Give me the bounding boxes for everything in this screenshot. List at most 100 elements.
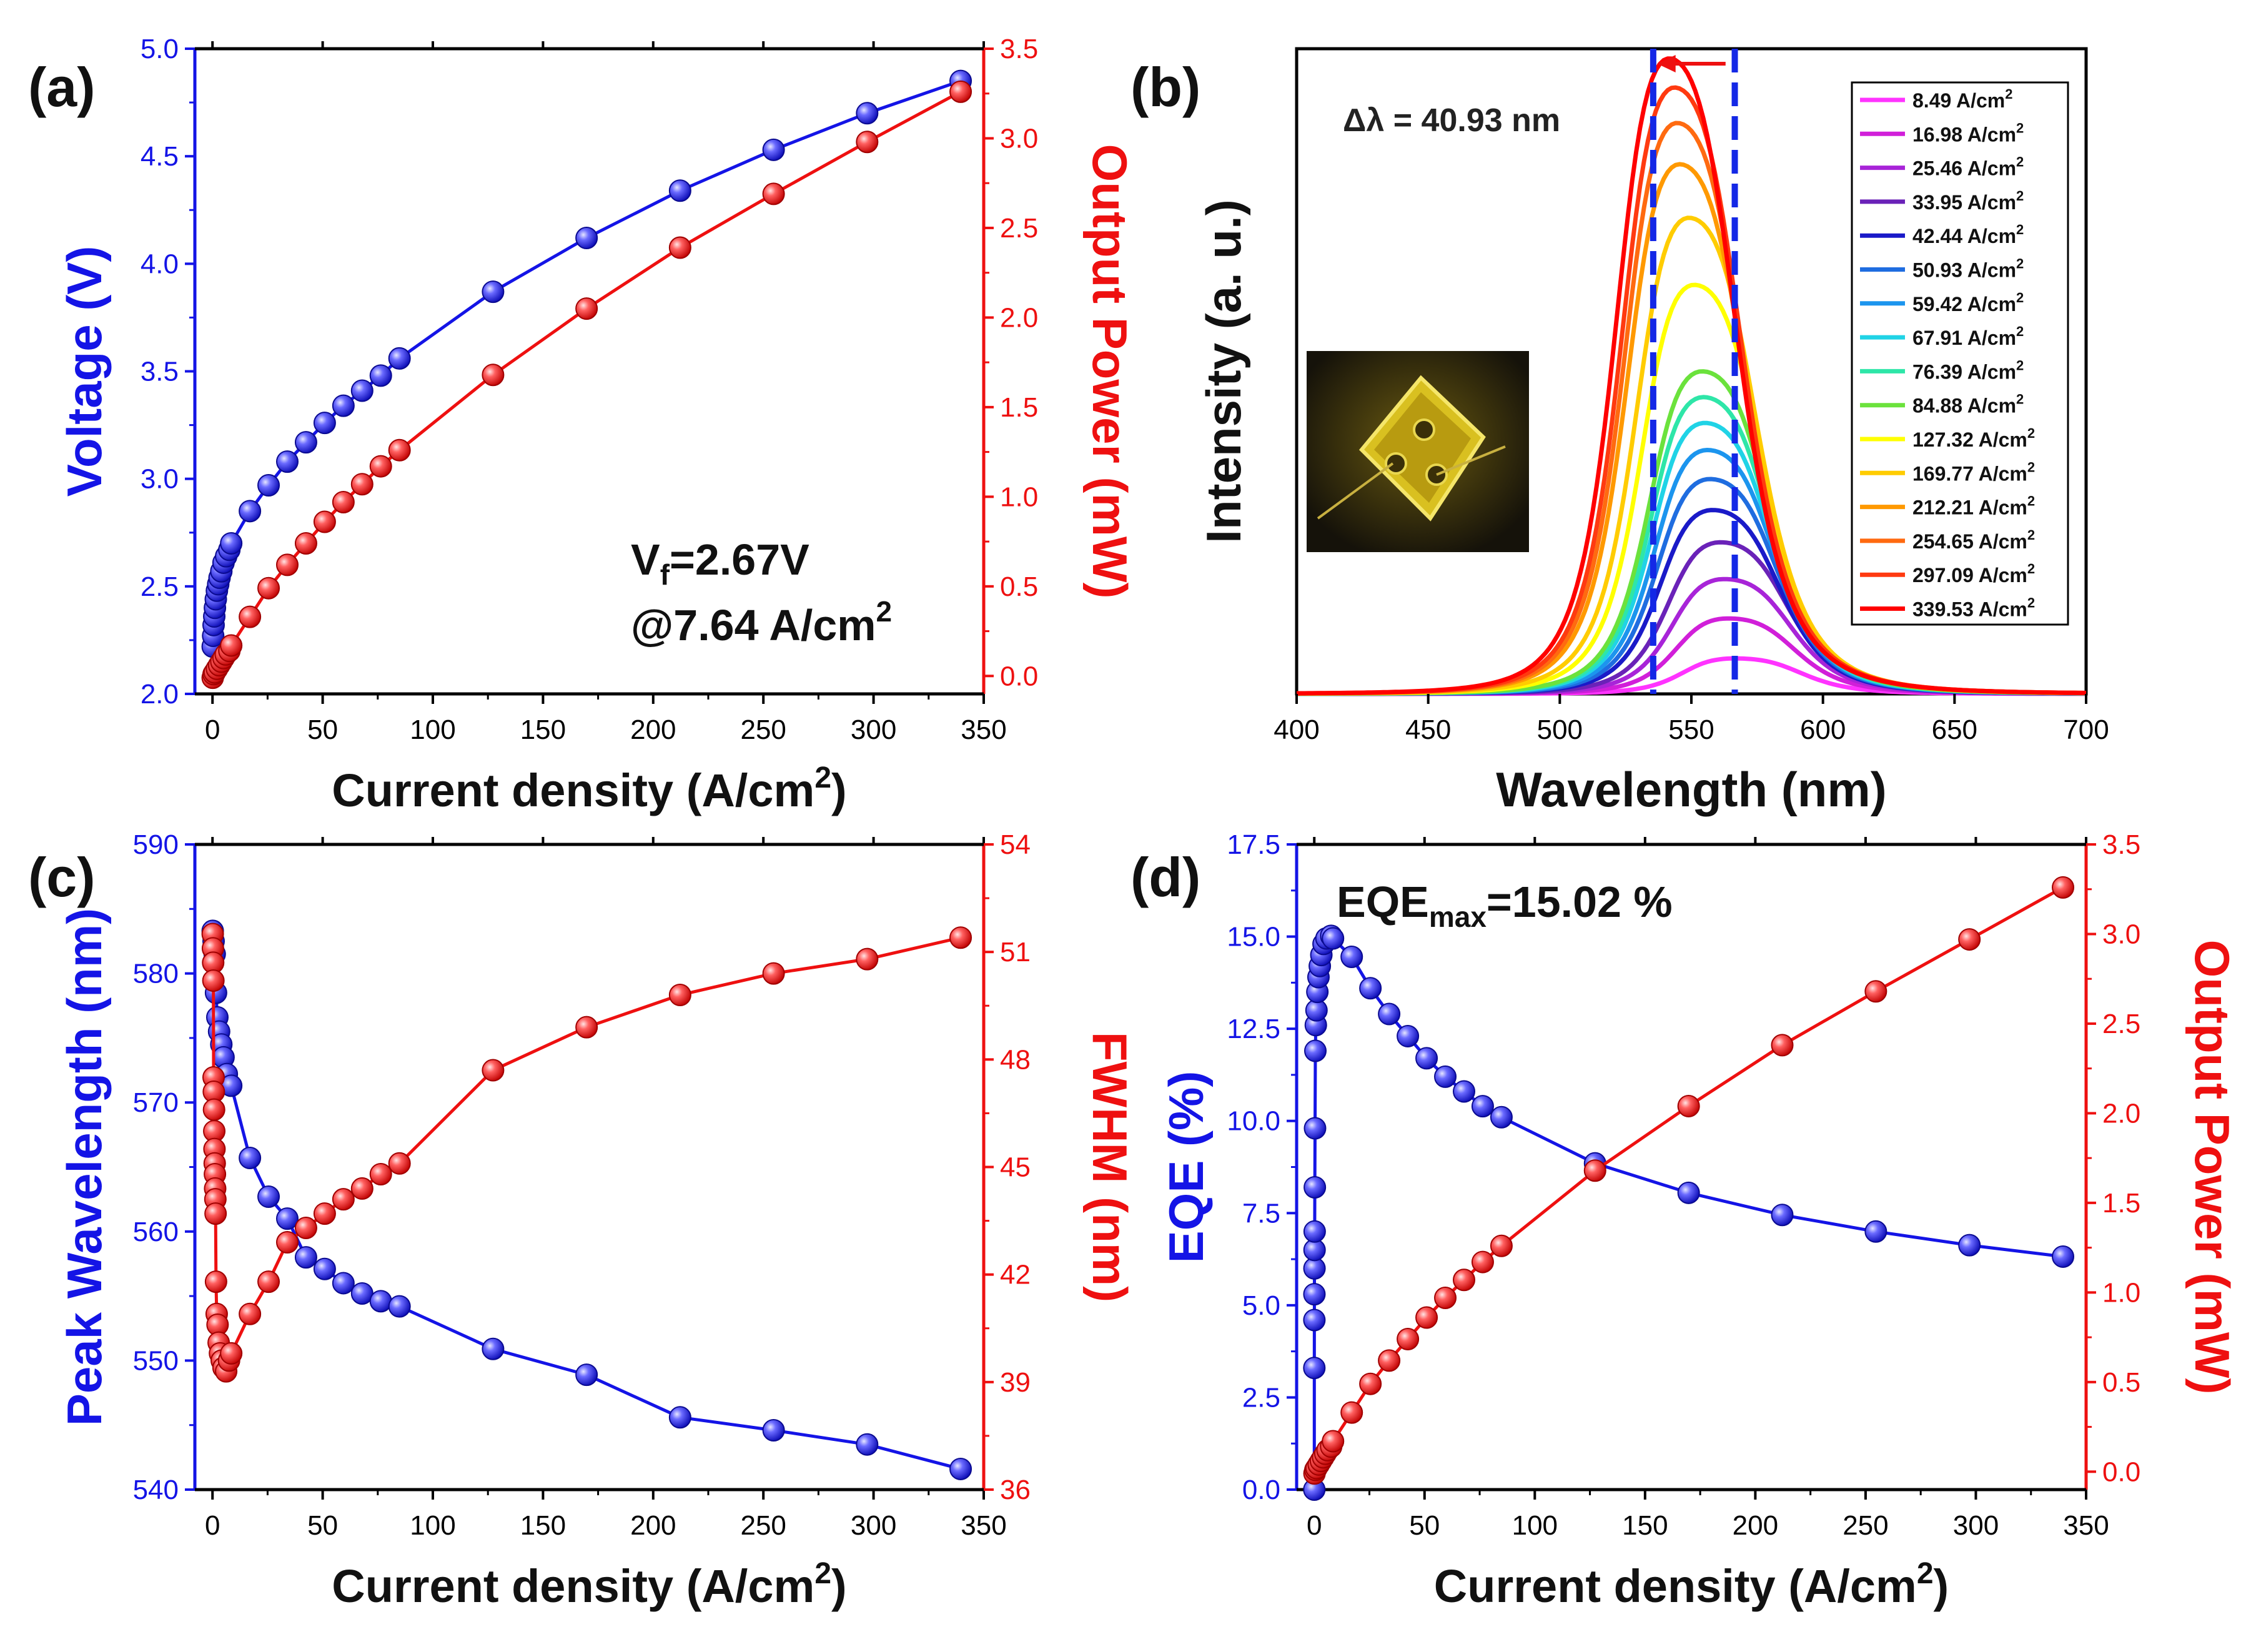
- legend-entry: 33.95 A/cm2: [1912, 188, 2024, 214]
- red-data-point: [1677, 1094, 1700, 1117]
- y2-tick-label: 45: [1000, 1152, 1031, 1183]
- red-data-point: [350, 1177, 374, 1200]
- red-data-point: [575, 297, 598, 320]
- y-tick-label: 12.5: [1227, 1014, 1280, 1044]
- blue-series-line: [211, 931, 961, 1471]
- red-data-point: [275, 553, 299, 576]
- x-tick-label: 200: [630, 1510, 676, 1541]
- blue-data-point: [350, 379, 374, 402]
- legend-entry: 297.09 A/cm2: [1912, 561, 2035, 586]
- y2-tick-label: 3.0: [1000, 123, 1038, 154]
- blue-data-point: [1397, 1024, 1420, 1047]
- blue-data-point: [575, 1363, 598, 1387]
- y-axis-label: EQE (%): [1159, 1071, 1214, 1264]
- y-tick-label: 0.0: [1242, 1475, 1280, 1505]
- blue-data-point: [294, 431, 317, 454]
- blue-data-point: [1434, 1065, 1457, 1088]
- legend-entry: 127.32 A/cm2: [1912, 425, 2035, 451]
- y-tick-label: 560: [133, 1217, 179, 1247]
- blue-data-point: [1864, 1220, 1887, 1243]
- blue-data-point: [1359, 977, 1382, 1000]
- y-tick-label: 10.0: [1227, 1106, 1280, 1137]
- red-data-point: [856, 131, 879, 154]
- blue-data-point: [1453, 1080, 1476, 1103]
- blue-data-point: [332, 1272, 355, 1295]
- y2-tick-label: 51: [1000, 937, 1031, 967]
- red-data-point: [482, 1059, 505, 1082]
- x-tick-label: 0: [205, 715, 220, 745]
- y2-axis-label: Output Power (mW): [1082, 144, 1137, 599]
- red-data-point: [856, 947, 879, 971]
- panel-b: (b) 400 450 500 550 600 650 700 Wavelength (nm) I…: [1130, 47, 2109, 817]
- y-tick-label: 540: [133, 1475, 179, 1505]
- blue-data-point: [350, 1282, 374, 1305]
- x-tick-label: 0: [1307, 1510, 1322, 1541]
- blue-data-point: [257, 1185, 280, 1209]
- y-axis-label: Intensity (a. u.): [1196, 199, 1251, 543]
- x-tick-label: 300: [851, 715, 896, 745]
- blue-data-point: [856, 1433, 879, 1456]
- red-data-point: [369, 455, 392, 478]
- panel-label: (b): [1130, 56, 1200, 118]
- blue-data-point: [1304, 1039, 1327, 1062]
- blue-data-point: [275, 450, 299, 473]
- red-data-point: [313, 510, 336, 533]
- blue-data-point: [275, 1207, 299, 1230]
- panel-label: (c): [28, 846, 96, 908]
- blue-data-point: [1304, 1117, 1327, 1140]
- blue-data-point: [949, 1457, 972, 1480]
- blue-data-point: [2052, 1245, 2075, 1268]
- y-axis-label: Peak Wavelength (nm): [57, 908, 112, 1426]
- blue-data-point: [1471, 1095, 1494, 1118]
- red-data-point: [949, 80, 972, 103]
- led-chip-photo: [1307, 351, 1529, 552]
- annotation-current: @7.64 A/cm2: [631, 595, 892, 650]
- blue-data-point: [313, 1257, 336, 1280]
- y-tick-label: 5.0: [141, 34, 179, 64]
- red-data-point: [949, 926, 972, 949]
- x-tick-label: 0: [205, 1510, 220, 1541]
- blue-data-point: [294, 1246, 317, 1269]
- blue-data-point: [762, 138, 785, 161]
- red-data-point: [257, 576, 280, 600]
- x-axis-label: Current density (A/cm2): [332, 1557, 846, 1612]
- red-data-point: [332, 1188, 355, 1211]
- red-data-point: [1771, 1034, 1794, 1057]
- x-tick-label: 400: [1274, 715, 1319, 745]
- blue-data-point: [1303, 1283, 1326, 1306]
- x-tick-label: 150: [520, 1510, 566, 1541]
- legend-entry: 254.65 A/cm2: [1912, 527, 2035, 553]
- y-tick-label: 4.0: [141, 249, 179, 279]
- x-tick-label: 650: [1932, 715, 1977, 745]
- y2-axis-label: FWHM (nm): [1082, 1032, 1137, 1302]
- red-data-point: [668, 984, 691, 1007]
- shift-arrow-head: [1657, 55, 1676, 72]
- blue-data-point: [1304, 1175, 1327, 1199]
- y-tick-label: 15.0: [1227, 922, 1280, 952]
- blue-data-point: [257, 473, 280, 497]
- blue-data-point: [369, 364, 392, 387]
- y2-tick-label: 42: [1000, 1260, 1031, 1290]
- x-tick-label: 550: [1668, 715, 1714, 745]
- panel-a: (a) 0 50 100 150 200 250 300 350 2.0 2.5 3.0 3.5 4.0 4…: [28, 34, 1137, 816]
- blue-data-point: [1303, 1357, 1326, 1380]
- x-axis-label: Current density (A/cm2): [1434, 1557, 1949, 1612]
- red-data-point: [1453, 1269, 1476, 1292]
- legend-entry: 42.44 A/cm2: [1912, 222, 2024, 247]
- red-data-point: [762, 962, 785, 985]
- red-data-point: [202, 1098, 225, 1121]
- red-data-point: [1340, 1401, 1363, 1424]
- x-tick-label: 300: [1953, 1510, 1999, 1541]
- legend-entry: 169.77 A/cm2: [1912, 459, 2035, 485]
- red-data-point: [762, 182, 785, 205]
- panel-c: (c) 0 50 100 150 200 250 300 350 540 550 560 570 580 5…: [28, 829, 1137, 1612]
- red-data-point: [1471, 1250, 1494, 1274]
- red-data-point: [2052, 876, 2075, 899]
- y-tick-label: 17.5: [1227, 829, 1280, 860]
- blue-data-point: [1415, 1047, 1438, 1070]
- blue-data-point: [482, 1337, 505, 1360]
- blue-data-point: [668, 179, 691, 202]
- red-data-point: [204, 1270, 227, 1293]
- y2-tick-label: 1.5: [1000, 392, 1038, 423]
